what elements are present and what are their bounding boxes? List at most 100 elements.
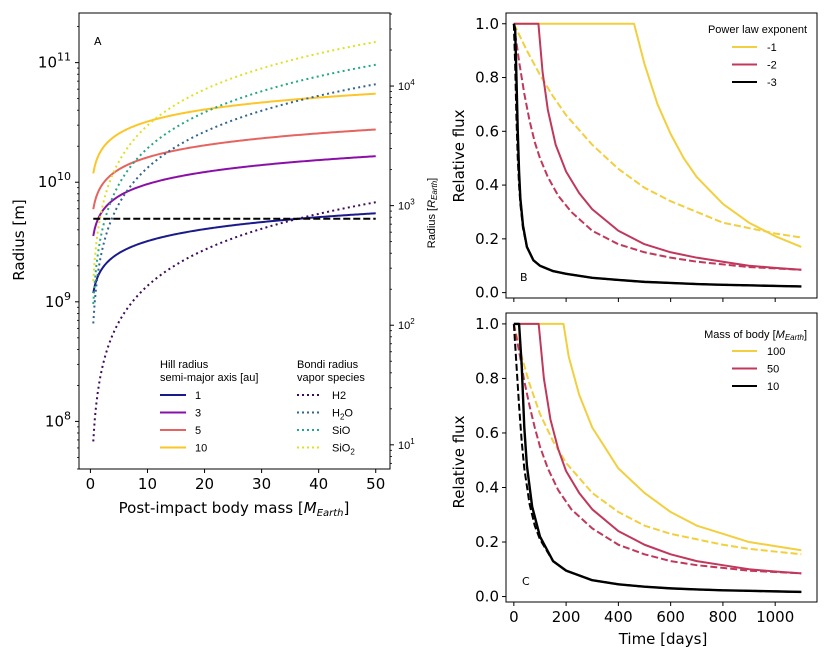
panel-c-curves bbox=[512, 322, 802, 594]
flux-dashed-line-10 bbox=[512, 323, 802, 593]
bondi-radius-line-H2O bbox=[92, 83, 376, 324]
x-tick-label: 50 bbox=[366, 475, 385, 493]
y-tick-label: 0.2 bbox=[475, 533, 499, 551]
legend-hill-label-3: 3 bbox=[195, 408, 201, 420]
flux-solid-line-10 bbox=[513, 322, 802, 594]
flux-dashed-line--3 bbox=[512, 23, 802, 288]
x-tick-label: 30 bbox=[252, 475, 271, 493]
panel-c-frame bbox=[505, 312, 818, 603]
legend-bondi-label-SiO2: SiO2 bbox=[332, 443, 355, 457]
panel-b-x-ticks bbox=[513, 298, 776, 302]
y-tick-label: 109 bbox=[45, 290, 71, 311]
y-tick-label: 0.4 bbox=[475, 478, 499, 496]
flux-solid-line--3 bbox=[512, 23, 802, 288]
y-tick-label: 1011 bbox=[38, 51, 71, 72]
right-y-tick-label: 101 bbox=[398, 437, 415, 452]
legend-label--2: -2 bbox=[767, 60, 777, 72]
x-tick-label: 0 bbox=[509, 608, 519, 626]
y-tick-label: 1010 bbox=[38, 170, 71, 191]
panel-a-x-ticks: 0 10 20 30 40 50 bbox=[86, 469, 385, 493]
legend-label-10: 10 bbox=[767, 381, 779, 393]
hill-radius-line-1au bbox=[92, 212, 376, 294]
y-tick-label: 0.8 bbox=[475, 69, 499, 87]
legend-bondi-label-H2: H2 bbox=[332, 390, 346, 402]
flux-solid-line--1 bbox=[513, 22, 802, 248]
x-tick-label: 800 bbox=[709, 608, 738, 626]
y-tick-label: 108 bbox=[45, 409, 71, 430]
y-tick-label: 0.0 bbox=[475, 588, 499, 606]
panel-b-y-ticks: 0.0 0.2 0.4 0.6 0.8 1.0 bbox=[475, 15, 506, 302]
panel-a-xlabel: Post-impact body mass [MEarth] bbox=[119, 499, 350, 519]
panel-a-right-ylabel: Radius [REarth] bbox=[426, 178, 439, 249]
panel-c-label: C bbox=[522, 575, 530, 588]
legend-bondi-title-2: vapor species bbox=[297, 372, 365, 384]
legend-hill-label-1: 1 bbox=[195, 390, 201, 402]
y-tick-label: 1.0 bbox=[475, 315, 499, 333]
panel-b-label: B bbox=[520, 271, 528, 284]
bondi-radius-line-SiO bbox=[92, 63, 376, 305]
legend-hill-title-2: semi-major axis [au] bbox=[160, 372, 258, 384]
panel-b-legend: Power law exponent -1 -2 -3 bbox=[708, 24, 807, 89]
hill-radius-line-5au bbox=[92, 128, 376, 210]
panel-a-frame bbox=[78, 12, 391, 470]
panel-b-frame bbox=[505, 12, 818, 299]
flux-solid-line-50 bbox=[513, 322, 802, 575]
flux-solid-line-100 bbox=[513, 322, 802, 552]
hill-radius-line-3au bbox=[92, 155, 376, 237]
panel-b-ylabel: Relative flux bbox=[450, 109, 468, 202]
y-tick-label: 0.0 bbox=[475, 284, 499, 302]
y-tick-label: 0.2 bbox=[475, 230, 499, 248]
legend-bondi-title-1: Bondi radius bbox=[297, 359, 359, 371]
panel-b: 0.0 0.2 0.4 0.6 0.8 1.0 B Relative flux Power… bbox=[450, 12, 818, 302]
flux-dashed-line--2 bbox=[512, 23, 802, 271]
panel-c: 0 200 400 600 800 1000 0.0 0.2 0.4 0.6 0.8 1.0 C R… bbox=[450, 312, 818, 648]
panel-a-label: A bbox=[94, 35, 102, 48]
legend-label--1: -1 bbox=[767, 42, 777, 54]
panel-a-ylabel: Radius [m] bbox=[10, 199, 28, 280]
x-tick-label: 10 bbox=[138, 475, 157, 493]
flux-dashed-line--1 bbox=[512, 23, 802, 239]
panel-a-y-ticks: 108 109 1010 1011 bbox=[38, 26, 79, 470]
x-tick-label: 400 bbox=[604, 608, 633, 626]
y-tick-label: 1.0 bbox=[475, 15, 499, 33]
panel-c-y-ticks: 0.0 0.2 0.4 0.6 0.8 1.0 bbox=[475, 315, 506, 606]
panel-c-x-ticks: 0 200 400 600 800 1000 bbox=[509, 602, 794, 626]
panel-a-legend: Hill radius semi-major axis [au] Bondi r… bbox=[160, 359, 365, 457]
legend-c-title: Mass of body [MEarth] bbox=[704, 329, 807, 342]
x-tick-label: 1000 bbox=[756, 608, 794, 626]
panel-c-legend: Mass of body [MEarth] 100 50 10 bbox=[704, 329, 807, 393]
flux-solid-line--2 bbox=[513, 22, 802, 271]
legend-bondi-label-SiO: SiO bbox=[332, 425, 351, 437]
legend-label-50: 50 bbox=[767, 364, 779, 376]
panel-b-curves bbox=[512, 22, 802, 288]
right-y-tick-label: 103 bbox=[398, 198, 415, 213]
panel-a-curves bbox=[92, 40, 376, 442]
x-tick-label: 0 bbox=[86, 475, 96, 493]
hill-radius-line-10au bbox=[92, 92, 376, 174]
bondi-radius-line-H2 bbox=[92, 201, 376, 442]
legend-b-title: Power law exponent bbox=[708, 24, 807, 36]
legend-label-100: 100 bbox=[767, 346, 785, 358]
panel-c-xlabel: Time [days] bbox=[618, 630, 708, 648]
y-tick-label: 0.8 bbox=[475, 369, 499, 387]
right-y-tick-label: 102 bbox=[398, 317, 415, 332]
x-tick-label: 200 bbox=[552, 608, 581, 626]
flux-dashed-line-100 bbox=[512, 323, 802, 556]
legend-hill-title-1: Hill radius bbox=[160, 359, 209, 371]
legend-hill-label-5: 5 bbox=[195, 425, 201, 437]
panel-c-ylabel: Relative flux bbox=[450, 415, 468, 508]
flux-dashed-line-50 bbox=[512, 323, 802, 575]
y-tick-label: 0.6 bbox=[475, 424, 499, 442]
legend-label--3: -3 bbox=[767, 77, 777, 89]
x-tick-label: 20 bbox=[195, 475, 214, 493]
x-tick-label: 600 bbox=[656, 608, 685, 626]
legend-bondi-label-H2O: H2O bbox=[332, 408, 353, 422]
panel-a-right-y-ticks: 101 102 103 104 bbox=[390, 13, 415, 464]
y-tick-label: 0.4 bbox=[475, 176, 499, 194]
right-y-tick-label: 104 bbox=[398, 78, 415, 93]
y-tick-label: 0.6 bbox=[475, 122, 499, 140]
legend-hill-label-10: 10 bbox=[195, 443, 207, 455]
x-tick-label: 40 bbox=[309, 475, 328, 493]
